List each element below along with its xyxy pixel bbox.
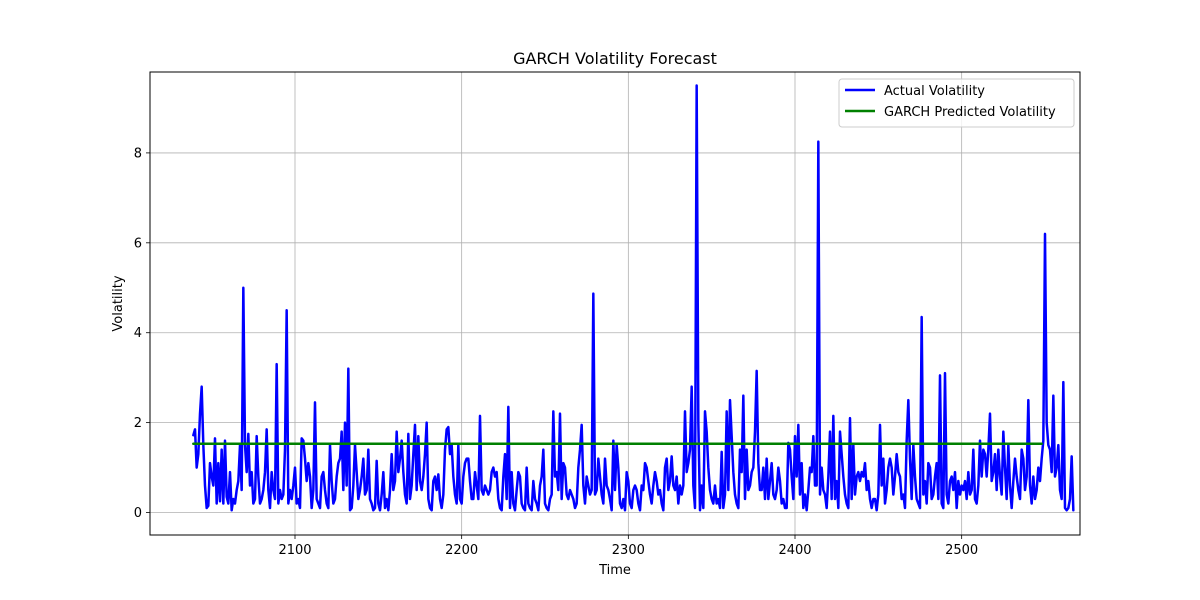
- x-tick-label: 2400: [778, 543, 811, 558]
- x-axis-label: Time: [598, 563, 631, 578]
- legend-label-garch: GARCH Predicted Volatility: [884, 105, 1056, 120]
- chart-title: GARCH Volatility Forecast: [513, 49, 717, 68]
- series-line-0: [192, 84, 1075, 512]
- x-tick-label: 2100: [278, 543, 311, 558]
- legend-box: [838, 78, 1075, 128]
- legend: Actual Volatility GARCH Predicted Volati…: [838, 78, 1075, 128]
- y-tick-label: 2: [134, 416, 142, 431]
- x-axis-ticks: 2100 2200 2300 2400 2500: [278, 535, 978, 558]
- y-axis-label: Volatility: [111, 275, 126, 331]
- plot-frame: [149, 71, 1081, 536]
- y-axis-ticks: 0 2 4 6 8: [134, 146, 150, 521]
- grid-lines: [150, 72, 1080, 535]
- x-tick-label: 2300: [612, 543, 645, 558]
- y-tick-label: 4: [134, 326, 142, 341]
- y-tick-label: 8: [134, 146, 142, 161]
- legend-label-actual: Actual Volatility: [884, 84, 985, 99]
- x-tick-label: 2500: [945, 543, 978, 558]
- plot-series: [192, 84, 1075, 512]
- y-tick-label: 0: [134, 506, 142, 521]
- y-tick-label: 6: [134, 236, 142, 251]
- x-tick-label: 2200: [445, 543, 478, 558]
